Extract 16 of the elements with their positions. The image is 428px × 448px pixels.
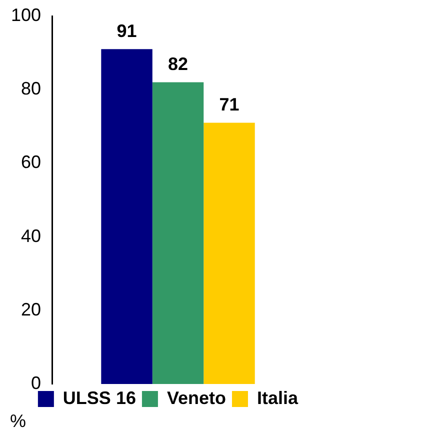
y-tick-label: 40: [21, 226, 42, 246]
y-tick-label: 0: [31, 372, 42, 393]
bar: [101, 49, 152, 384]
bar: [152, 82, 204, 384]
data-label: 82: [168, 54, 188, 74]
y-axis-title: %: [10, 410, 26, 431]
y-tick-label: 80: [21, 78, 42, 99]
bar: [204, 122, 255, 384]
y-tick-label: 20: [21, 299, 42, 320]
y-tick-label: 60: [21, 152, 42, 172]
legend-label: ULSS 16: [62, 388, 136, 408]
data-label: 91: [116, 21, 137, 42]
legend-label: Italia: [256, 388, 299, 408]
data-label: 71: [219, 94, 240, 115]
legend-label: Veneto: [166, 388, 226, 408]
y-tick-label: 100: [10, 4, 42, 25]
